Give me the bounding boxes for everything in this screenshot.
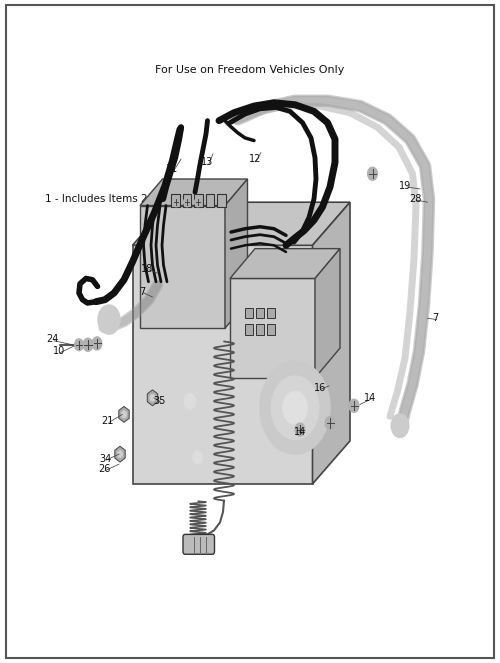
Circle shape bbox=[184, 393, 196, 409]
Circle shape bbox=[92, 337, 102, 350]
Bar bbox=[245, 308, 253, 318]
Text: 12: 12 bbox=[249, 154, 261, 164]
Polygon shape bbox=[225, 179, 248, 328]
Circle shape bbox=[260, 361, 330, 454]
Text: 19: 19 bbox=[399, 180, 411, 191]
Bar bbox=[245, 324, 253, 335]
Text: For Use on Freedom Vehicles Only: For Use on Freedom Vehicles Only bbox=[156, 64, 344, 75]
Text: 34: 34 bbox=[99, 453, 111, 464]
Polygon shape bbox=[140, 179, 248, 206]
Polygon shape bbox=[230, 278, 315, 378]
Polygon shape bbox=[230, 249, 340, 278]
Polygon shape bbox=[140, 206, 225, 328]
Text: 14: 14 bbox=[364, 392, 376, 403]
Text: 28: 28 bbox=[409, 194, 421, 204]
Circle shape bbox=[192, 451, 202, 464]
Circle shape bbox=[118, 451, 122, 457]
Text: 7: 7 bbox=[432, 313, 438, 324]
Circle shape bbox=[368, 167, 378, 180]
Bar bbox=[217, 194, 226, 207]
Bar bbox=[206, 194, 214, 207]
Text: 7: 7 bbox=[140, 286, 145, 297]
Polygon shape bbox=[132, 202, 350, 245]
FancyBboxPatch shape bbox=[183, 534, 214, 554]
Bar bbox=[194, 194, 202, 207]
Polygon shape bbox=[315, 249, 340, 378]
Circle shape bbox=[98, 305, 120, 334]
Bar bbox=[182, 194, 191, 207]
Circle shape bbox=[194, 198, 202, 207]
Polygon shape bbox=[119, 406, 129, 422]
Circle shape bbox=[83, 338, 93, 351]
Text: 14: 14 bbox=[294, 427, 306, 438]
Polygon shape bbox=[148, 390, 158, 406]
Text: 10: 10 bbox=[53, 346, 65, 357]
Circle shape bbox=[282, 391, 308, 424]
Circle shape bbox=[150, 394, 155, 401]
Circle shape bbox=[74, 339, 84, 351]
Polygon shape bbox=[115, 446, 125, 462]
Bar bbox=[267, 308, 275, 318]
Circle shape bbox=[391, 414, 409, 438]
Circle shape bbox=[325, 416, 335, 430]
Circle shape bbox=[122, 411, 126, 418]
Circle shape bbox=[172, 198, 180, 207]
Polygon shape bbox=[132, 245, 312, 484]
Bar bbox=[256, 308, 264, 318]
Text: 16: 16 bbox=[314, 383, 326, 393]
Text: 13: 13 bbox=[202, 157, 213, 168]
Text: 35: 35 bbox=[154, 396, 166, 406]
Text: 18: 18 bbox=[142, 263, 154, 274]
Circle shape bbox=[184, 198, 190, 207]
Circle shape bbox=[349, 399, 359, 412]
Circle shape bbox=[295, 423, 305, 436]
Text: 26: 26 bbox=[98, 464, 110, 475]
Bar bbox=[256, 324, 264, 335]
Text: 11: 11 bbox=[166, 164, 178, 174]
Circle shape bbox=[271, 376, 319, 440]
Text: 1 - Includes Items 2 - 28: 1 - Includes Items 2 - 28 bbox=[45, 194, 171, 204]
Text: 24: 24 bbox=[46, 334, 58, 345]
Bar bbox=[267, 324, 275, 335]
Bar bbox=[171, 194, 179, 207]
Text: 21: 21 bbox=[102, 416, 114, 426]
Polygon shape bbox=[312, 202, 350, 484]
